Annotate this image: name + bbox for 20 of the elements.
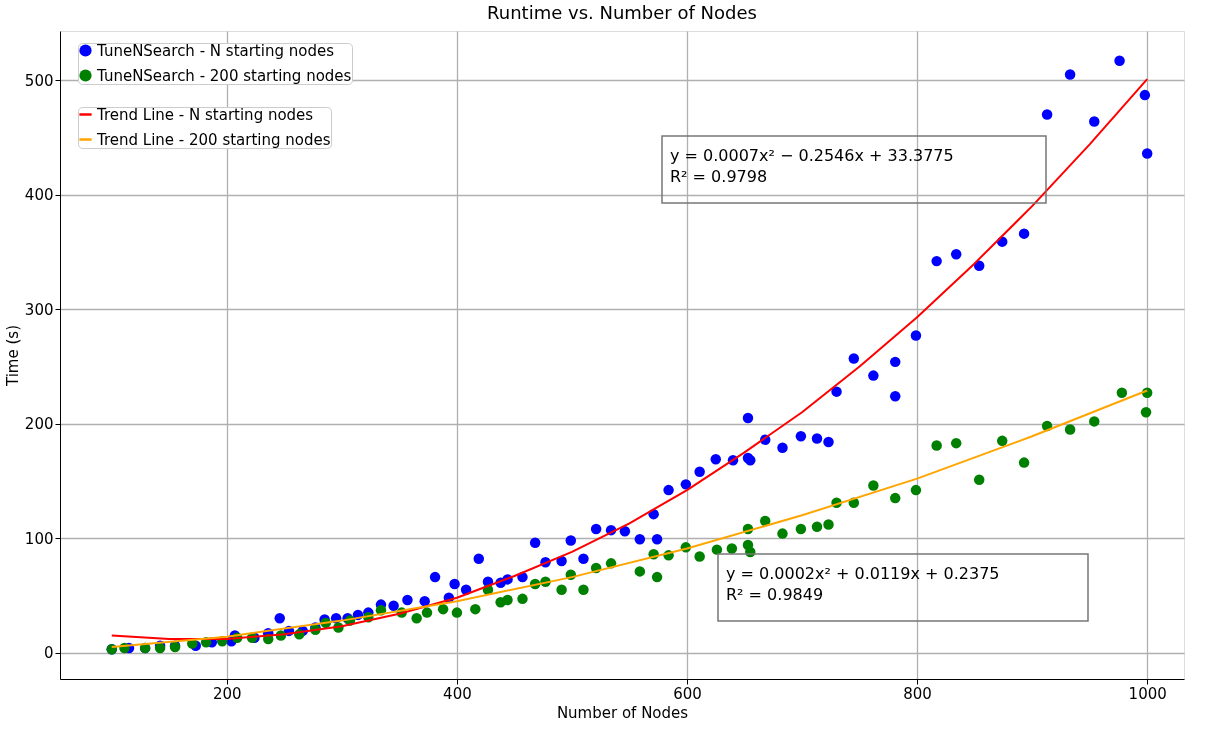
y-tick-label: 0 [43,644,54,663]
y-tick-label: 400 [24,186,54,205]
y-tick-label: 500 [24,71,54,90]
x-axis-title: Number of Nodes [556,703,689,722]
y-tick-label: 300 [24,300,54,319]
y-tick-label: 100 [24,529,54,548]
y-axis-title: Time (s) [3,325,22,387]
annotation: y = 0.0002x² + 0.0119x + 0.2375 R² = 0.9849 [726,564,1000,604]
legend-label: TuneNSearch - 200 starting nodes [96,66,352,85]
x-tick-label: 1000 [1128,684,1167,703]
x-tick-label: 600 [673,684,702,703]
legend-label: Trend Line - 200 starting nodes [96,130,331,149]
x-tick-label: 800 [903,684,932,703]
legend-label: Trend Line - N starting nodes [96,105,314,124]
chart-title: Runtime vs. Number of Nodes [487,2,757,23]
legend-label: TuneNSearch - N starting nodes [96,41,335,60]
x-tick-label: 200 [213,684,242,703]
x-tick-label: 400 [443,684,472,703]
annotation: y = 0.0007x² − 0.2546x + 33.3775 R² = 0.9798 [670,146,954,186]
y-tick-label: 200 [24,415,54,434]
